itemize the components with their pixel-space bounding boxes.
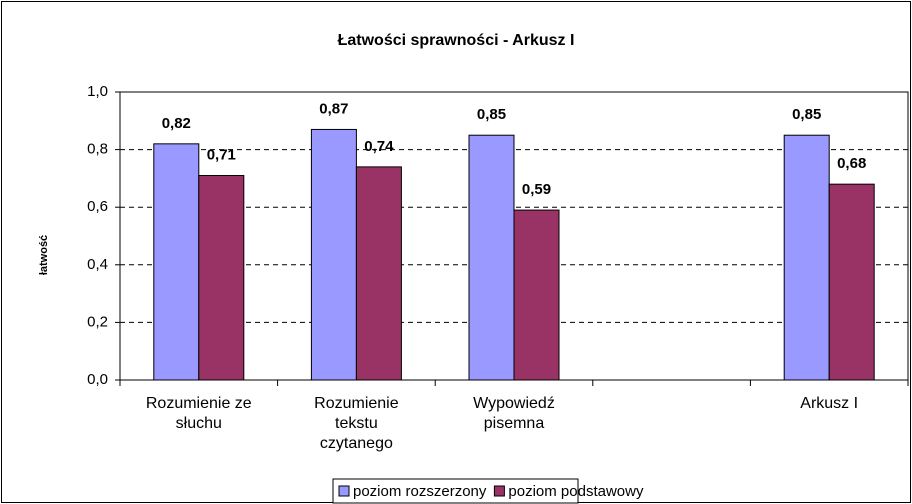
value-label: 0,82 xyxy=(162,115,191,132)
y-tick-label: 0,8 xyxy=(87,141,108,158)
y-tick-label: 0,4 xyxy=(87,256,108,273)
value-label: 0,59 xyxy=(522,181,551,198)
bar xyxy=(310,128,357,381)
value-label: 0,85 xyxy=(792,106,821,123)
y-tick-label: 0,6 xyxy=(87,198,108,215)
bar xyxy=(355,166,402,381)
value-label: 0,74 xyxy=(364,138,394,155)
legend-label: poziom podstawowy xyxy=(508,483,644,500)
x-tick-label: Rozumienie tekstu czytanego xyxy=(314,395,399,452)
legend-swatch xyxy=(338,485,350,497)
bar xyxy=(198,175,245,381)
bar xyxy=(468,134,515,381)
x-tick-label: Arkusz I xyxy=(800,395,859,412)
value-label: 0,68 xyxy=(837,155,866,172)
legend-label: poziom rozszerzony xyxy=(353,483,487,500)
value-label: 0,87 xyxy=(319,100,348,117)
value-label: 0,85 xyxy=(477,106,506,123)
legend-box xyxy=(332,478,579,504)
y-tick-label: 0,0 xyxy=(87,371,108,388)
bar xyxy=(513,209,560,381)
bar xyxy=(153,143,200,381)
value-label: 0,71 xyxy=(207,146,236,163)
x-tick-label: Wypowiedź pisemna xyxy=(473,395,555,432)
bar xyxy=(783,134,830,381)
legend-swatch xyxy=(493,485,505,497)
chart-title: Łatwości sprawności - Arkusz I xyxy=(338,32,575,49)
y-axis-label: łatwość xyxy=(38,235,50,275)
x-tick-label: Rozumienie ze słuchu xyxy=(145,395,252,432)
bar xyxy=(828,183,875,381)
y-tick-label: 1,0 xyxy=(87,83,108,100)
y-tick-label: 0,2 xyxy=(87,313,108,330)
